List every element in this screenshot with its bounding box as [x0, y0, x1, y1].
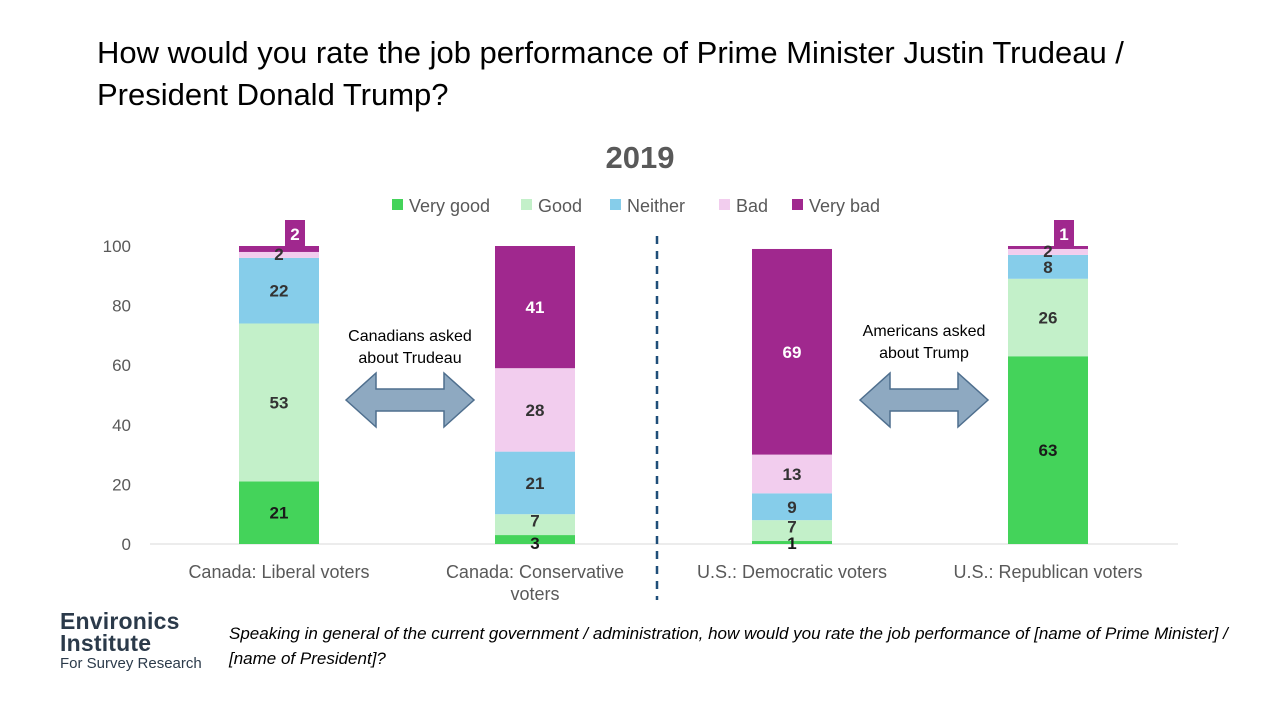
y-tick-label: 0	[122, 535, 131, 554]
data-label-very-good: 63	[1039, 441, 1058, 460]
data-label-good: 7	[530, 512, 539, 531]
bar-segment-bad	[239, 251, 319, 258]
x-category-label: U.S.: Democratic voters	[697, 562, 887, 582]
data-label-neither: 21	[526, 474, 545, 493]
bar-segment-bad	[1008, 248, 1088, 255]
bar-segment-neither	[495, 451, 575, 515]
x-category-label: Canada: Conservative voters	[446, 562, 624, 604]
bar-segment-very-good	[495, 535, 575, 544]
data-label-very-bad: 2	[290, 225, 299, 244]
bar-segment-very-bad	[495, 246, 575, 369]
data-label-good: 53	[270, 393, 289, 412]
data-label-bad: 2	[1043, 242, 1052, 261]
legend-label-very-bad: Very bad	[809, 196, 880, 216]
data-label-very-good: 3	[530, 534, 539, 553]
data-label-good: 7	[787, 518, 796, 537]
legend-swatch-good	[521, 199, 532, 210]
data-label-very-bad: 41	[526, 298, 545, 317]
y-tick-label: 40	[112, 416, 131, 435]
bar-segment-very-good	[752, 541, 832, 544]
data-label-very-good: 21	[270, 504, 289, 523]
legend-label-neither: Neither	[627, 196, 685, 216]
bar-segment-very-good	[239, 481, 319, 544]
data-label-good: 26	[1039, 309, 1058, 328]
data-label-neither: 9	[787, 498, 796, 517]
x-category-label-line: Canada: Liberal voters	[188, 562, 369, 582]
y-tick-label: 100	[103, 237, 131, 256]
bar-segment-good	[239, 323, 319, 482]
x-category-label-line: voters	[510, 584, 559, 604]
bar-segment-neither	[1008, 254, 1088, 279]
bar-segment-bad	[752, 454, 832, 494]
x-category-label-line: U.S.: Democratic voters	[697, 562, 887, 582]
annotation-text-line: Canadians asked	[348, 328, 472, 345]
y-tick-label: 80	[112, 297, 131, 316]
legend-swatch-neither	[610, 199, 621, 210]
data-label-neither: 8	[1043, 258, 1052, 277]
legend-swatch-very-good	[392, 199, 403, 210]
environics-logo: Environics Institute For Survey Research	[60, 610, 220, 674]
annotation-text-line: about Trump	[879, 345, 969, 362]
bar-segment-very-bad	[752, 248, 832, 455]
x-category-label: U.S.: Republican voters	[953, 562, 1142, 582]
data-label-very-bad: 1	[1059, 225, 1068, 244]
bar-segment-very-good	[1008, 356, 1088, 544]
y-tick-label: 20	[112, 475, 131, 494]
y-tick-label: 60	[112, 356, 131, 375]
logo-line-1: Environics	[60, 608, 180, 634]
x-category-label-line: U.S.: Republican voters	[953, 562, 1142, 582]
bar-segment-very-bad	[239, 246, 319, 252]
page-title: How would you rate the job performance o…	[97, 35, 1124, 112]
logo-line-2: Institute	[60, 630, 152, 656]
legend-label-good: Good	[538, 196, 582, 216]
annotation-text: Americans asked about Trump	[863, 323, 986, 362]
annotation-text-line: about Trudeau	[358, 350, 461, 367]
data-label-very-bad: 69	[783, 343, 802, 362]
chart-title: 2019	[606, 140, 675, 175]
data-label-bad: 13	[783, 465, 802, 484]
double-arrow-icon	[344, 371, 476, 429]
x-category-label-line: Canada: Conservative	[446, 562, 624, 582]
legend-swatch-very-bad	[792, 199, 803, 210]
legend-label-bad: Bad	[736, 196, 768, 216]
bar-segment-good	[752, 520, 832, 542]
bar-segment-good	[495, 514, 575, 536]
logo-line-3: For Survey Research	[60, 655, 202, 672]
annotation-text: Canadians asked about Trudeau	[348, 328, 472, 367]
double-arrow-icon	[858, 371, 990, 429]
legend-label-very-good: Very good	[409, 196, 490, 216]
bar-segment-neither	[239, 257, 319, 324]
bar-segment-very-bad	[1008, 246, 1088, 249]
x-category-label: Canada: Liberal voters	[188, 562, 369, 582]
data-label-box-very-bad	[285, 220, 305, 246]
data-label-very-good: 1	[787, 534, 796, 553]
annotation-text-line: Americans asked	[863, 323, 986, 340]
data-label-bad: 2	[274, 245, 283, 264]
bar-segment-good	[1008, 278, 1088, 357]
legend-swatch-bad	[719, 199, 730, 210]
bar-segment-bad	[495, 368, 575, 452]
data-label-neither: 22	[270, 282, 289, 301]
data-label-box-very-bad	[1054, 220, 1074, 246]
question-footnote: Speaking in general of the current gover…	[229, 624, 1228, 668]
bar-segment-neither	[752, 493, 832, 521]
stacked-bar-chart: 2019 Very good Good Neither Bad Very bad 0 20 40…	[103, 140, 1178, 604]
data-label-bad: 28	[526, 401, 545, 420]
